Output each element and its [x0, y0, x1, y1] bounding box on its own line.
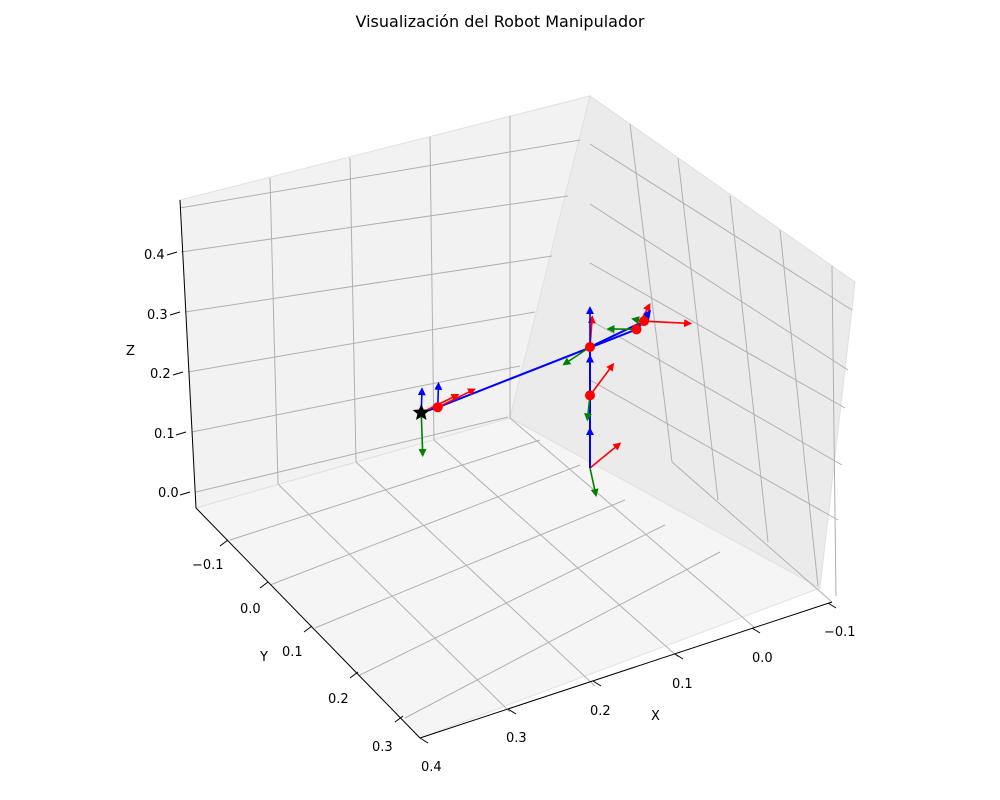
y-axis-label: Y [259, 650, 268, 665]
axis-panes [179, 95, 856, 739]
chart-title: Visualización del Robot Manipulador [355, 12, 645, 31]
z-tick-label: 0.0 [158, 486, 179, 501]
end-effector-marker [412, 403, 430, 420]
z-tick-label: 0.3 [147, 308, 168, 323]
frame-arrow-red [589, 442, 622, 469]
frame-arrow-green [418, 412, 427, 458]
frame-arrow-green [589, 467, 599, 498]
joint-marker [585, 390, 595, 401]
y-tick-label: 0.0 [240, 602, 261, 617]
x-tick-label: 0.1 [672, 677, 693, 692]
z-tick-label: 0.1 [154, 427, 175, 442]
x-tick-label: 0.3 [506, 731, 527, 746]
robot-layer [412, 303, 693, 498]
frame-arrow-green [562, 346, 591, 366]
y-tick-label: 0.2 [328, 692, 349, 707]
x-tick-label: 0.0 [752, 651, 773, 666]
joint-marker [639, 316, 649, 327]
joint-marker [585, 342, 595, 352]
y-ticks: −0.1 0.0 0.1 0.2 0.3 Y [192, 539, 404, 755]
z-tick-label: 0.2 [150, 367, 171, 382]
z-axis-line [179, 199, 197, 509]
joint-marker [631, 324, 642, 335]
frame-arrow-red [643, 319, 693, 328]
y-tick-label: 0.1 [282, 645, 303, 660]
y-tick-label: −0.1 [192, 558, 224, 573]
x-tick-label: 0.4 [421, 760, 442, 775]
x-tick-label: −0.1 [824, 625, 856, 640]
frame-arrow-red [589, 362, 615, 396]
y-tick-label: 0.3 [372, 740, 393, 755]
x-axis-line [419, 601, 833, 739]
z-ticks: 0.0 0.1 0.2 0.3 0.4 Z [126, 248, 191, 501]
grid-lines [179, 116, 853, 719]
x-tick-label: 0.2 [590, 704, 611, 719]
joint-marker [432, 402, 443, 413]
x-axis-label: X [651, 709, 660, 724]
z-tick-label: 0.4 [144, 248, 165, 263]
axis-lines [179, 199, 833, 739]
x-ticks: −0.1 0.0 0.1 0.2 0.3 0.4 X [419, 602, 856, 775]
z-axis-label: Z [126, 344, 135, 359]
y-axis-line [195, 507, 421, 739]
